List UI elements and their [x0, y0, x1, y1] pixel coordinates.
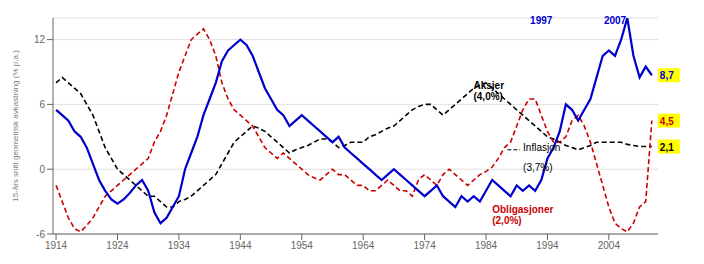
- svg-text:1924: 1924: [106, 240, 129, 251]
- svg-text:2,1: 2,1: [660, 142, 674, 153]
- svg-text:1964: 1964: [352, 240, 375, 251]
- svg-text:6: 6: [39, 99, 45, 110]
- svg-text:2004: 2004: [598, 240, 621, 251]
- svg-text:1974: 1974: [413, 240, 436, 251]
- svg-text:1954: 1954: [291, 240, 314, 251]
- svg-text:1934: 1934: [168, 240, 191, 251]
- svg-text:Inflasjon: Inflasjon: [523, 142, 560, 153]
- svg-text:15-års snitt geometrisk avkast: 15-års snitt geometrisk avkastning (% p.…: [11, 50, 20, 202]
- svg-text:8,7: 8,7: [660, 70, 674, 81]
- svg-text:Obligasjoner(2,0%): Obligasjoner(2,0%): [492, 204, 553, 226]
- svg-text:1997: 1997: [530, 15, 553, 26]
- svg-text:-6: -6: [36, 229, 45, 240]
- svg-text:12: 12: [34, 34, 46, 45]
- svg-text:1984: 1984: [475, 240, 498, 251]
- svg-text:(3,7%): (3,7%): [523, 162, 552, 173]
- svg-text:0: 0: [39, 164, 45, 175]
- svg-text:4,5: 4,5: [660, 116, 674, 127]
- svg-text:1944: 1944: [229, 240, 252, 251]
- svg-text:Aksjer(4,0%): Aksjer(4,0%): [473, 80, 504, 102]
- svg-text:2007: 2007: [604, 15, 627, 26]
- svg-text:1914: 1914: [45, 240, 68, 251]
- svg-text:1994: 1994: [536, 240, 559, 251]
